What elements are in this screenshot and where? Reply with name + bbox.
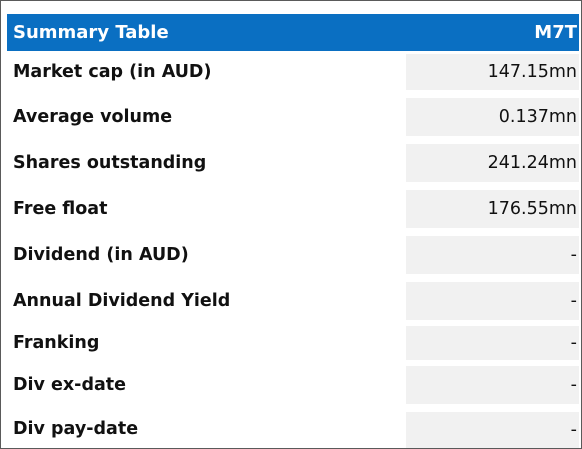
row-value-franking: -	[406, 326, 579, 360]
row-label-div-ex-date: Div ex-date	[13, 375, 127, 395]
row-value-div-pay-date: -	[406, 412, 579, 448]
row-value-free-float: 176.55mn	[406, 190, 579, 228]
table-row: Div ex-date -	[7, 364, 579, 406]
ticker-symbol: M7T	[534, 22, 577, 43]
row-label-dividend: Dividend (in AUD)	[13, 245, 189, 265]
table-row: Div pay-date -	[7, 410, 579, 448]
table-row: Average volume 0.137mn	[7, 96, 579, 138]
row-label-average-volume: Average volume	[13, 107, 173, 127]
row-value-div-ex-date: -	[406, 366, 579, 404]
table-row: Shares outstanding 241.24mn	[7, 142, 579, 184]
row-label-shares-outstanding: Shares outstanding	[13, 153, 207, 173]
row-value-shares-outstanding: 241.24mn	[406, 144, 579, 182]
table-row: Annual Dividend Yield -	[7, 280, 579, 322]
row-label-annual-dividend-yield: Annual Dividend Yield	[13, 291, 231, 311]
table-title: Summary Table	[13, 22, 169, 43]
row-value-dividend: -	[406, 236, 579, 274]
row-label-free-float: Free float	[13, 199, 108, 219]
row-value-market-cap: 147.15mn	[406, 54, 579, 90]
table-row: Franking -	[7, 324, 579, 362]
table-row: Market cap (in AUD) 147.15mn	[7, 52, 579, 92]
row-label-franking: Franking	[13, 333, 100, 353]
row-label-market-cap: Market cap (in AUD)	[13, 62, 212, 82]
row-value-annual-dividend-yield: -	[406, 282, 579, 320]
table-row: Dividend (in AUD) -	[7, 234, 579, 276]
table-row: Free float 176.55mn	[7, 188, 579, 230]
table-header: Summary Table M7T	[7, 14, 579, 51]
row-label-div-pay-date: Div pay-date	[13, 419, 139, 439]
row-value-average-volume: 0.137mn	[406, 98, 579, 136]
